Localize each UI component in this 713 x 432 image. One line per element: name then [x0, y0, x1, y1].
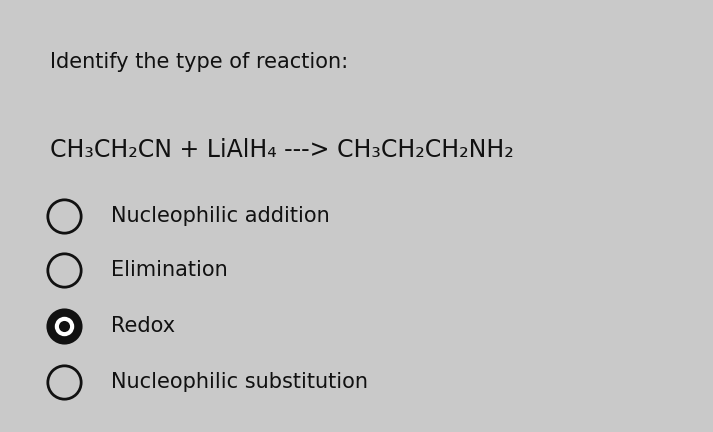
Text: Identify the type of reaction:: Identify the type of reaction:	[50, 52, 348, 72]
Text: Redox: Redox	[111, 316, 175, 336]
Text: CH₃CH₂CN + LiAlH₄ ---> CH₃CH₂CH₂NH₂: CH₃CH₂CN + LiAlH₄ ---> CH₃CH₂CH₂NH₂	[50, 138, 513, 162]
Text: Nucleophilic substitution: Nucleophilic substitution	[111, 372, 367, 392]
Text: Nucleophilic addition: Nucleophilic addition	[111, 206, 329, 226]
Text: Elimination: Elimination	[111, 260, 227, 280]
